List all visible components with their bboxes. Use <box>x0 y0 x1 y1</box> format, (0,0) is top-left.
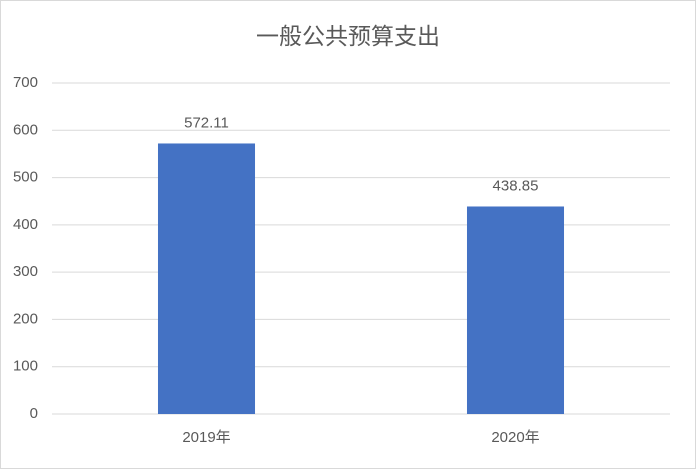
chart-title: 一般公共预算支出 <box>256 23 440 49</box>
x-tick-label: 2019年 <box>182 429 230 446</box>
bar <box>157 143 256 414</box>
y-tick-label: 400 <box>13 216 38 233</box>
y-tick-label: 700 <box>13 74 38 91</box>
x-tick-label: 2020年 <box>491 429 539 446</box>
data-label: 438.85 <box>493 177 539 194</box>
y-tick-label: 300 <box>13 263 38 280</box>
data-label: 572.11 <box>184 114 229 131</box>
y-tick-label: 600 <box>13 121 38 138</box>
y-tick-label: 500 <box>13 169 38 186</box>
bar <box>466 206 565 414</box>
y-tick-label: 0 <box>30 405 38 422</box>
y-tick-label: 100 <box>13 358 38 375</box>
y-tick-label: 200 <box>13 310 38 327</box>
